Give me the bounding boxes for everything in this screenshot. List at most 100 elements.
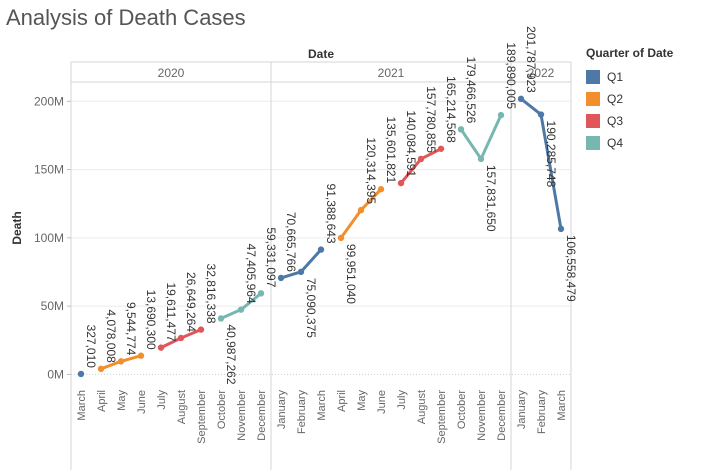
page-title: Analysis of Death Cases (6, 5, 246, 30)
x-tick-label: August (416, 390, 428, 424)
data-label: 157,831,650 (484, 165, 498, 232)
x-tick-label: February (296, 390, 308, 435)
data-point-q2 (117, 358, 125, 365)
x-tick-label: June (136, 390, 148, 414)
legend-label-q2: Q2 (607, 92, 624, 106)
data-point-q4 (257, 290, 265, 297)
y-tick-label: 100M (34, 231, 64, 245)
data-label: 99,951,040 (344, 244, 358, 304)
legend-item-q3[interactable]: Q3 (586, 110, 723, 132)
legend-swatch-q4 (586, 136, 600, 150)
y-tick-label: 150M (34, 163, 64, 177)
x-tick-label: January (516, 390, 528, 430)
legend-item-q2[interactable]: Q2 (586, 88, 723, 110)
data-point-q1 (297, 268, 305, 276)
x-tick-label: September (196, 390, 208, 444)
y-axis-title: Death (10, 211, 24, 244)
x-tick-label: December (256, 390, 268, 441)
data-label: 327,010 (84, 325, 98, 369)
data-label: 106,558,479 (564, 235, 578, 302)
data-point-q1 (317, 246, 325, 253)
x-tick-label: September (436, 390, 448, 444)
data-point-q3 (397, 179, 405, 187)
data-label: 91,388,643 (324, 184, 338, 244)
data-label: 40,987,262 (224, 324, 238, 384)
data-point-q4 (457, 126, 465, 133)
x-tick-label: March (316, 390, 328, 421)
legend-label-q3: Q3 (607, 114, 624, 128)
y-tick-label: 200M (34, 94, 64, 108)
data-label: 165,214,568 (444, 76, 458, 143)
data-label: 70,665,766 (284, 212, 298, 272)
data-point-q2 (377, 186, 385, 193)
x-tick-label: October (456, 390, 468, 429)
x-tick-label: February (536, 390, 548, 435)
legend-swatch-q2 (586, 92, 600, 106)
data-point-q4 (477, 155, 485, 163)
x-tick-label: March (76, 390, 88, 421)
data-point-q4 (237, 306, 245, 313)
year-header-2022: 2022 (528, 66, 555, 80)
data-label: 189,890,005 (504, 42, 518, 109)
data-point-q1 (77, 370, 85, 378)
data-point-q1 (277, 274, 285, 282)
data-label: 59,331,097 (264, 227, 278, 287)
x-tick-label: April (96, 390, 108, 412)
y-tick-label: 0M (47, 367, 64, 381)
x-tick-label: August (176, 390, 188, 424)
year-header-2021: 2021 (378, 66, 405, 80)
data-label: 157,780,855 (424, 86, 438, 153)
data-point-q2 (337, 234, 345, 242)
legend-item-q4[interactable]: Q4 (586, 132, 723, 154)
data-point-q3 (417, 155, 425, 163)
data-point-q2 (97, 365, 105, 373)
x-tick-label: January (276, 390, 288, 430)
x-tick-label: July (396, 390, 408, 410)
x-tick-label: April (336, 390, 348, 412)
legend: Quarter of Date Q1 Q2 Q3 Q4 (586, 46, 723, 154)
data-label: 26,649,264 (184, 272, 198, 332)
x-axis-title: Date (308, 47, 334, 61)
data-point-q3 (177, 334, 185, 342)
data-label: 4,078,008 (104, 309, 118, 363)
y-tick-label: 50M (41, 299, 64, 313)
x-tick-label: October (216, 390, 228, 429)
data-point-q4 (497, 111, 505, 119)
data-label: 13,690,300 (144, 290, 158, 350)
data-point-q3 (157, 344, 165, 351)
data-point-q1 (517, 95, 525, 103)
x-tick-label: December (496, 390, 508, 441)
data-label: 120,314,395 (364, 137, 378, 204)
x-tick-label: May (116, 390, 128, 411)
data-point-q1 (537, 111, 545, 118)
data-point-q3 (437, 145, 445, 152)
x-tick-label: June (376, 390, 388, 414)
legend-swatch-q3 (586, 114, 600, 128)
data-point-q1 (557, 225, 565, 233)
legend-title: Quarter of Date (586, 46, 674, 60)
data-label: 179,466,526 (464, 57, 478, 124)
x-tick-label: July (156, 390, 168, 410)
data-label: 19,611,477 (164, 282, 178, 341)
data-point-q3 (197, 326, 205, 333)
data-label: 135,601,821 (384, 116, 398, 183)
data-point-q2 (357, 206, 365, 214)
data-label: 75,090,375 (304, 278, 318, 338)
data-label: 32,816,338 (204, 264, 218, 324)
x-tick-label: November (476, 390, 488, 441)
x-tick-label: March (556, 390, 568, 421)
data-label: 140,084,591 (404, 110, 418, 177)
x-tick-label: May (356, 390, 368, 411)
data-label: 201,787,923 (524, 26, 538, 93)
data-point-q2 (137, 352, 145, 359)
data-label: 190,285,748 (544, 121, 558, 188)
year-header-2020: 2020 (158, 66, 185, 80)
legend-label-q1: Q1 (607, 70, 624, 84)
data-label: 9,544,774 (124, 302, 138, 356)
legend-swatch-q1 (586, 70, 600, 84)
legend-item-q1[interactable]: Q1 (586, 66, 723, 88)
data-point-q4 (217, 315, 225, 322)
x-tick-label: November (236, 390, 248, 441)
legend-label-q4: Q4 (607, 136, 624, 150)
